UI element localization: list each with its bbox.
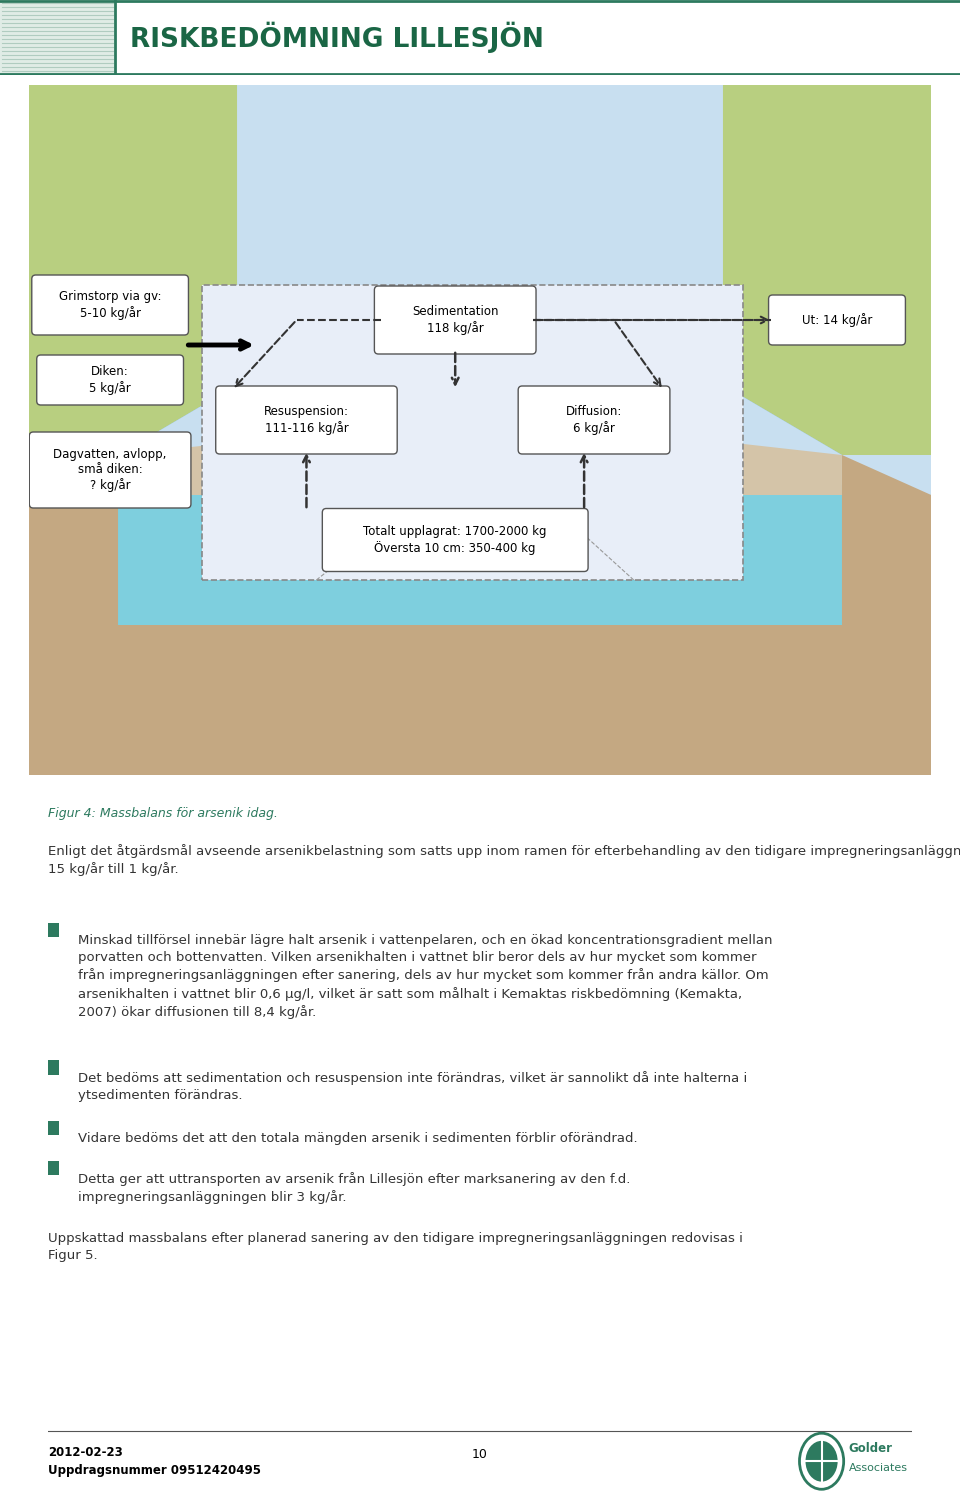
FancyBboxPatch shape <box>769 295 905 345</box>
FancyBboxPatch shape <box>374 286 536 354</box>
Text: Resuspension:
111-116 kg/år: Resuspension: 111-116 kg/år <box>264 405 349 434</box>
Text: RISKBEDÖMNING LILLESJÖN: RISKBEDÖMNING LILLESJÖN <box>130 21 544 53</box>
Text: Enligt det åtgärdsmål avseende arsenikbelastning som satts upp inom ramen för ef: Enligt det åtgärdsmål avseende arsenikbe… <box>48 844 960 876</box>
Polygon shape <box>723 84 931 775</box>
Polygon shape <box>118 345 842 485</box>
Bar <box>0 0 115 75</box>
Text: Uppskattad massbalans efter planerad sanering av den tidigare impregneringsanläg: Uppskattad massbalans efter planerad san… <box>48 1233 743 1263</box>
Text: Minskad tillförsel innebär lägre halt arsenik i vattenpelaren, och en ökad konce: Minskad tillförsel innebär lägre halt ar… <box>79 934 773 1019</box>
FancyBboxPatch shape <box>363 448 588 523</box>
Bar <box>48 1061 60 1074</box>
FancyBboxPatch shape <box>216 386 397 454</box>
FancyBboxPatch shape <box>36 356 183 405</box>
Text: 10: 10 <box>472 1448 488 1462</box>
FancyBboxPatch shape <box>203 285 743 580</box>
Text: Ut: 14 kg/år: Ut: 14 kg/år <box>802 313 873 327</box>
Text: Totalt upplagrat: 1700-2000 kg
Översta 10 cm: 350-400 kg: Totalt upplagrat: 1700-2000 kg Översta 1… <box>364 526 547 555</box>
Text: Figur 4: Massbalans för arsenik idag.: Figur 4: Massbalans för arsenik idag. <box>48 806 277 820</box>
Bar <box>48 1121 60 1135</box>
Polygon shape <box>118 414 842 494</box>
Bar <box>48 1160 60 1175</box>
Text: Vidare bedöms det att den totala mängden arsenik i sedimenten förblir oförändrad: Vidare bedöms det att den totala mängden… <box>79 1132 637 1145</box>
Text: Golder: Golder <box>849 1442 893 1454</box>
FancyBboxPatch shape <box>30 433 191 508</box>
Polygon shape <box>29 84 237 775</box>
Text: Detta ger att uttransporten av arsenik från Lillesjön efter marksanering av den : Detta ger att uttransporten av arsenik f… <box>79 1172 631 1204</box>
Text: Diken:
5 kg/år: Diken: 5 kg/år <box>89 365 131 395</box>
Text: Det bedöms att sedimentation och resuspension inte förändras, vilket är sannolik: Det bedöms att sedimentation och resuspe… <box>79 1071 748 1102</box>
Text: Associates: Associates <box>849 1463 908 1472</box>
Polygon shape <box>118 345 842 625</box>
FancyBboxPatch shape <box>323 508 588 571</box>
FancyBboxPatch shape <box>518 386 670 454</box>
Text: Diffusion:
6 kg/år: Diffusion: 6 kg/år <box>565 405 622 434</box>
Circle shape <box>805 1441 838 1481</box>
Text: Uppdragsnummer 09512420495: Uppdragsnummer 09512420495 <box>48 1463 261 1477</box>
Bar <box>48 922 60 937</box>
FancyBboxPatch shape <box>32 274 188 335</box>
Polygon shape <box>29 345 931 775</box>
Text: Grimstorp via gv:
5-10 kg/år: Grimstorp via gv: 5-10 kg/år <box>59 291 161 319</box>
Text: Sedimentation
118 kg/år: Sedimentation 118 kg/år <box>412 306 498 335</box>
Text: 2012-02-23: 2012-02-23 <box>48 1445 123 1459</box>
Text: Dagvatten, avlopp,
små diken:
? kg/år: Dagvatten, avlopp, små diken: ? kg/år <box>54 448 167 493</box>
